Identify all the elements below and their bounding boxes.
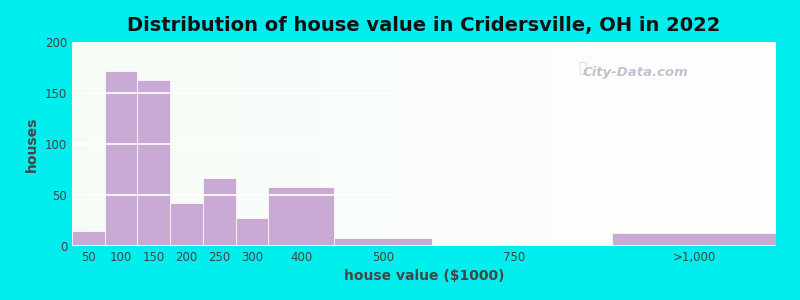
Bar <box>170 203 203 246</box>
Bar <box>269 187 334 246</box>
Title: Distribution of house value in Cridersville, OH in 2022: Distribution of house value in Cridersvi… <box>127 16 721 35</box>
X-axis label: house value ($1000): house value ($1000) <box>344 269 504 284</box>
Bar <box>334 238 432 246</box>
Bar <box>203 178 236 246</box>
Y-axis label: houses: houses <box>26 116 39 172</box>
Text: City-Data.com: City-Data.com <box>582 66 688 79</box>
Bar <box>138 80 170 246</box>
Bar <box>612 233 776 246</box>
Bar <box>72 231 105 246</box>
Text: 🔍: 🔍 <box>578 61 586 76</box>
Bar <box>236 218 269 246</box>
Bar <box>105 70 138 246</box>
